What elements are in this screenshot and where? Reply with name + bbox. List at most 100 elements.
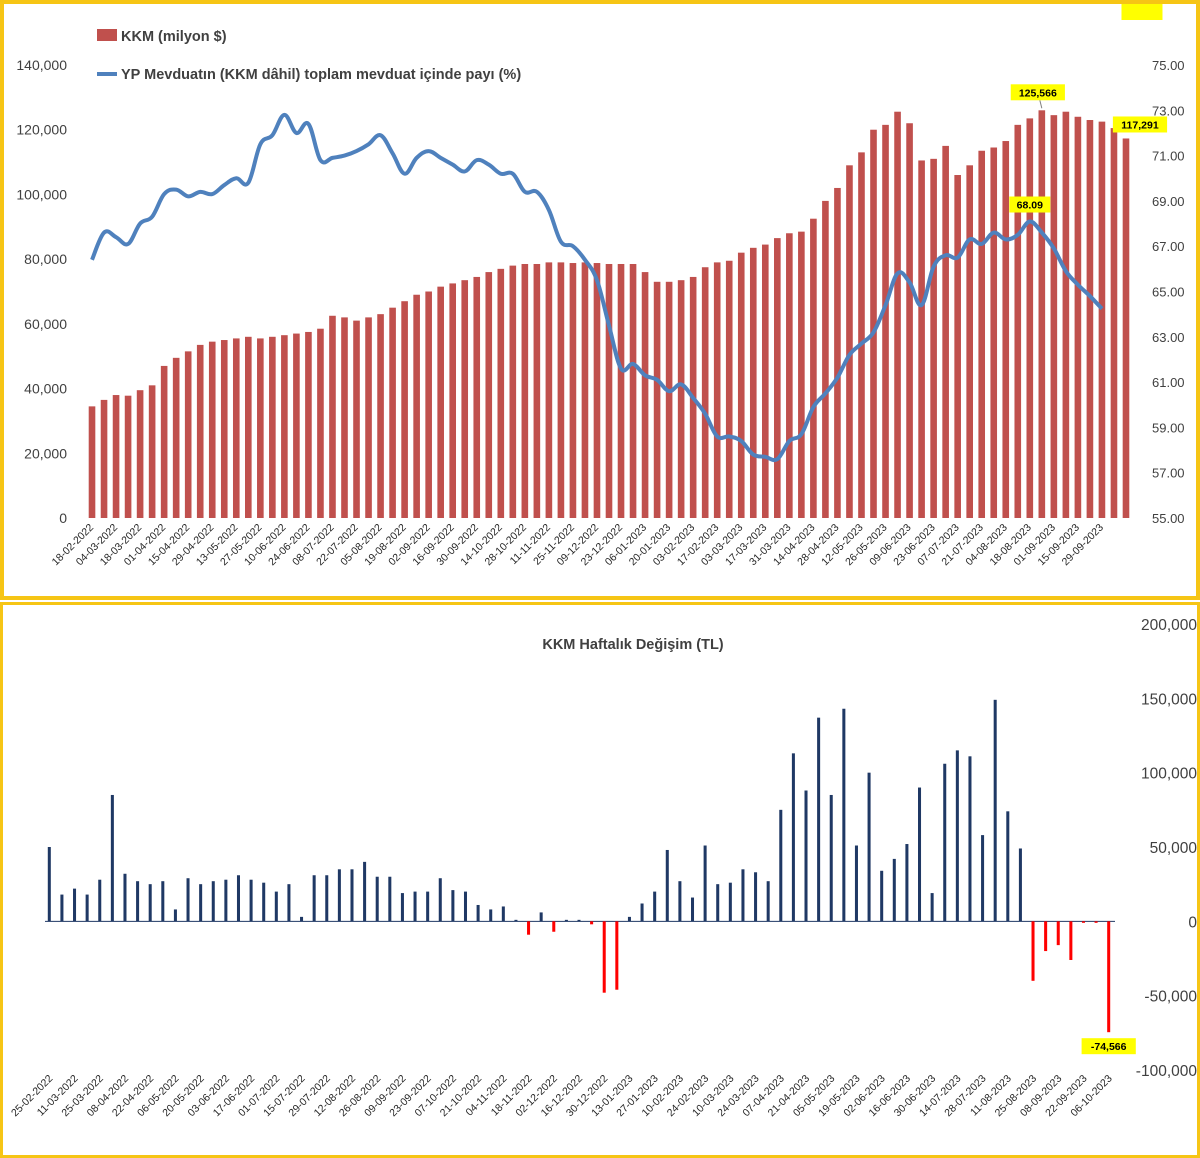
weekly-change-bar <box>1044 921 1048 952</box>
kkm-bar <box>870 129 877 518</box>
kkm-bar <box>605 263 613 518</box>
kkm-bar <box>353 320 360 518</box>
kkm-bar <box>317 328 324 518</box>
kkm-bar <box>208 341 216 518</box>
line-last-callout-label: 64.24 <box>1129 4 1155 7</box>
weekly-change-bar <box>224 879 228 922</box>
kkm-bar <box>617 263 625 518</box>
kkm-bar <box>281 335 288 518</box>
y-tick-label: 50,000 <box>1150 840 1197 857</box>
weekly-change-bar <box>350 869 354 922</box>
kkm-bar <box>1074 116 1082 519</box>
kkm-bar <box>990 147 998 518</box>
weekly-change-bar <box>300 916 304 922</box>
kkm-bar <box>401 301 408 518</box>
last-value-callout: -74,566 <box>1081 1038 1136 1055</box>
weekly-change-bar <box>918 787 922 922</box>
kkm-bar <box>341 317 348 518</box>
kkm-bar <box>1086 120 1094 518</box>
weekly-change-bar <box>426 891 430 922</box>
weekly-change-bar <box>539 912 543 922</box>
weekly-change-bar <box>438 878 442 922</box>
weekly-change-bar <box>552 921 556 932</box>
kkm-bar <box>930 158 937 519</box>
kkm-bar <box>449 283 457 518</box>
weekly-change-bar <box>363 861 367 922</box>
share-line <box>90 112 1104 463</box>
weekly-change-bar <box>817 717 821 922</box>
weekly-change-bar <box>85 894 89 922</box>
weekly-change-bar <box>476 904 480 922</box>
legend-bar-swatch <box>97 29 117 41</box>
right-tick-label: 75.00 <box>1152 58 1185 73</box>
kkm-bar <box>377 314 384 518</box>
right-tick-label: 65.00 <box>1152 285 1185 300</box>
left-tick-label: 120,000 <box>16 122 67 138</box>
weekly-change-bar <box>451 890 455 922</box>
legend-bar-label: KKM (milyon $) <box>121 29 227 45</box>
weekly-change-bar <box>375 876 379 922</box>
weekly-change-bar <box>1094 921 1098 923</box>
kkm-bar <box>894 111 901 519</box>
weekly-change-bar <box>1006 811 1010 922</box>
kkm-bar <box>257 338 264 518</box>
weekly-change-bar <box>287 884 291 922</box>
weekly-change-bar <box>489 909 493 922</box>
y-tick-label: 0 <box>1188 914 1197 931</box>
kkm-bar <box>425 291 432 518</box>
kkm-bar <box>737 252 745 518</box>
kkm-bar <box>834 187 841 518</box>
kkm-bar <box>906 123 913 518</box>
kkm-bar <box>918 160 925 519</box>
weekly-change-bar <box>463 891 468 922</box>
weekly-change-bar <box>312 875 316 922</box>
right-tick-label: 59.00 <box>1152 420 1185 435</box>
right-tick-label: 67.00 <box>1152 239 1185 254</box>
weekly-change-bar <box>955 750 959 922</box>
weekly-change-bar <box>627 916 631 922</box>
weekly-change-bar <box>60 894 64 922</box>
kkm-bar <box>413 294 420 518</box>
kkm-bar <box>677 280 685 518</box>
kkm-bar <box>557 262 565 518</box>
share-line-path <box>90 112 1104 463</box>
left-tick-label: 20,000 <box>24 445 67 461</box>
kkm-bar <box>749 247 757 518</box>
kkm-bar <box>846 165 853 519</box>
weekly-change-bar <box>173 909 177 922</box>
weekly-change-bar <box>1031 921 1035 981</box>
weekly-change-bar <box>615 921 619 990</box>
kkm-bar <box>786 233 793 518</box>
kkm-bar <box>629 263 637 518</box>
right-tick-label: 73.00 <box>1152 103 1185 118</box>
weekly-change-bar <box>577 919 581 922</box>
kkm-bar <box>858 152 865 518</box>
bar-peak-leader <box>1039 100 1043 109</box>
left-tick-label: 80,000 <box>24 251 67 267</box>
weekly-change-bar <box>262 882 266 922</box>
left-tick-label: 0 <box>59 510 67 526</box>
callouts: 125,566 117,291 68.09 64.24 <box>1009 4 1168 213</box>
kkm-bar <box>293 333 300 518</box>
last-value-callout-box <box>1081 1038 1136 1055</box>
weekly-change-bar <box>653 891 657 922</box>
weekly-change-bar <box>136 881 140 922</box>
weekly-change-bar <box>211 881 215 922</box>
line-peak-callout-label: 68.09 <box>1017 200 1043 212</box>
kkm-bar <box>220 340 228 518</box>
weekly-change-bar <box>905 844 909 922</box>
weekly-change-bars <box>45 699 1115 1033</box>
right-tick-label: 69.00 <box>1152 194 1185 209</box>
y-axis-ticks: -100,000 -50,000 0 50,000 100,000 150,000 200,… <box>1136 617 1197 1080</box>
weekly-change-bar <box>779 809 783 922</box>
weekly-change-bar <box>47 847 51 922</box>
weekly-change-bar <box>678 881 682 922</box>
left-tick-label: 60,000 <box>24 316 67 332</box>
weekly-change-bar <box>842 708 846 922</box>
kkm-bar <box>1002 141 1010 518</box>
weekly-change-bar <box>123 873 127 922</box>
weekly-change-bar <box>249 879 253 922</box>
chart-title: KKM Haftalık Değişim (TL) <box>542 637 723 653</box>
kkm-bar <box>761 244 769 518</box>
kkm-bar <box>954 175 961 518</box>
